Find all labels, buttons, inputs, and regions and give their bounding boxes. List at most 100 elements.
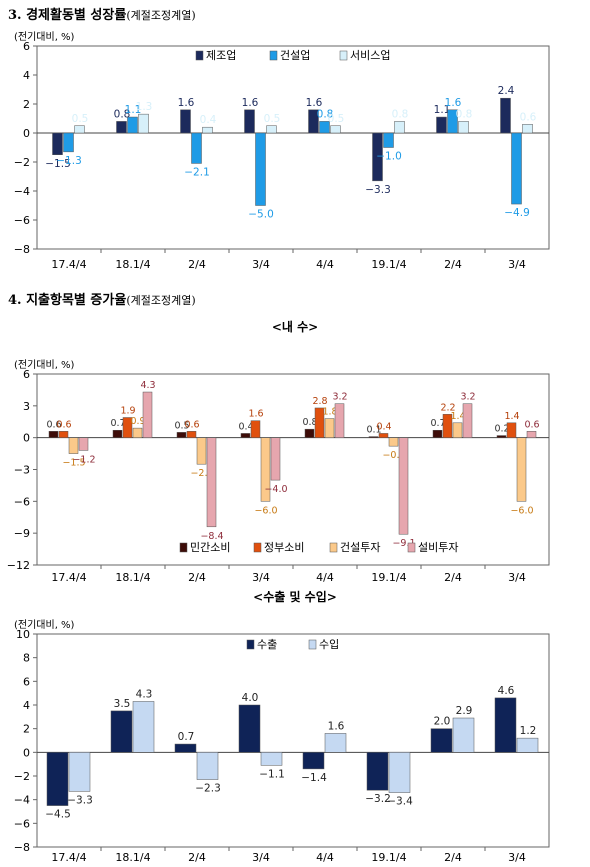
bar-2 [63, 132, 74, 153]
y-tick-label: 0 [23, 746, 30, 759]
y-tick-label: −3 [14, 464, 30, 477]
section-4-suffix: (계절조정계열) [126, 294, 196, 307]
section-4-heading: 4. 지출항목별 증가율(계절조정계열) [8, 289, 196, 308]
bar-2 [388, 752, 411, 793]
data-label: 0.6 [524, 419, 539, 430]
x-category-label: 2/4 [188, 571, 206, 584]
data-label: 0.1 [366, 425, 381, 436]
data-label: 0.6 [184, 419, 199, 430]
bar-1 [52, 132, 63, 155]
bar-3 [68, 437, 79, 454]
bar-3 [452, 422, 463, 438]
x-category-label: 18.1/4 [115, 851, 150, 864]
bar-1 [436, 116, 447, 134]
data-label: 0.7 [110, 418, 125, 429]
bar-2 [511, 132, 522, 205]
bar-2 [442, 414, 453, 438]
data-label: −1.2 [72, 454, 95, 465]
y-tick-label: −6 [14, 495, 30, 508]
data-label: 0.5 [264, 113, 281, 125]
data-label: 2.9 [456, 705, 473, 717]
data-label: −6.0 [510, 505, 533, 516]
legend-swatch [179, 542, 188, 553]
data-label: −2.3 [195, 783, 221, 795]
bar-4 [78, 437, 89, 451]
bar-2 [378, 433, 389, 438]
data-label: −3.4 [387, 796, 413, 808]
data-label: −4.5 [45, 809, 71, 821]
bar-2 [383, 132, 394, 148]
bar-3 [388, 437, 399, 447]
x-category-label: 3/4 [508, 258, 526, 271]
data-label: −1.5 [45, 158, 71, 170]
data-label: −3.2 [365, 793, 391, 805]
data-label: 0.8 [392, 108, 409, 120]
x-category-label: 2/4 [444, 258, 462, 271]
y-tick-label: −2 [14, 770, 30, 783]
data-label: 3.2 [460, 392, 475, 403]
legend-label: 민간소비 [190, 541, 230, 554]
x-category-label: 17.4/4 [51, 851, 86, 864]
y-tick-label: 2 [23, 98, 30, 111]
legend-swatch [407, 542, 416, 553]
data-label: 3.2 [332, 392, 347, 403]
legend-label: 제조업 [206, 49, 236, 62]
bar-2 [260, 752, 283, 766]
y-tick-label: 3 [23, 400, 30, 413]
bar-2 [452, 717, 475, 753]
y-tick-label: −2 [14, 156, 30, 169]
bar-3 [324, 418, 335, 438]
x-category-label: 17.4/4 [51, 571, 86, 584]
bar-4 [526, 431, 537, 438]
bar-1 [368, 436, 379, 438]
data-label: −5.0 [248, 209, 274, 221]
data-label: 4.3 [140, 380, 155, 391]
data-label: 0.6 [520, 111, 537, 123]
data-label: 0.5 [328, 113, 345, 125]
bar-1 [180, 109, 191, 134]
y-tick-label: −12 [7, 559, 30, 572]
x-category-label: 2/4 [188, 851, 206, 864]
bar-3 [458, 121, 469, 134]
bar-3 [266, 125, 277, 134]
bar-3 [132, 427, 143, 438]
y-tick-label: 10 [16, 628, 30, 641]
x-category-label: 2/4 [444, 851, 462, 864]
bar-1 [304, 428, 315, 438]
bar-3 [330, 125, 341, 134]
unit-label: (전기대비, %) [14, 619, 75, 631]
x-category-label: 19.1/4 [371, 258, 406, 271]
data-label: 1.4 [504, 411, 519, 422]
data-label: −4.0 [264, 484, 287, 495]
bar-2 [191, 132, 202, 164]
y-tick-label: 4 [23, 69, 30, 82]
bar-3 [74, 125, 85, 134]
section-3-title: 3. 경제활동별 성장률 [8, 8, 127, 23]
bar-3 [202, 126, 213, 134]
legend-swatch [308, 639, 317, 650]
y-tick-label: 6 [23, 675, 30, 688]
bar-1 [372, 132, 383, 182]
data-label: 0.4 [376, 421, 391, 432]
data-label: 0.8 [317, 108, 334, 120]
data-label: −9.1 [392, 538, 415, 549]
y-tick-label: 8 [23, 652, 30, 665]
bar-2 [127, 116, 138, 134]
data-label: 2.2 [440, 402, 455, 413]
data-label: 0.7 [430, 418, 445, 429]
bar-2 [506, 422, 517, 438]
bar-1 [494, 697, 517, 753]
legend-label: 서비스업 [350, 49, 390, 62]
bar-1 [116, 121, 127, 134]
data-label: 1.6 [445, 97, 462, 109]
bar-1 [244, 109, 255, 134]
data-label: −4.9 [504, 207, 530, 219]
data-label: −1.4 [301, 772, 327, 784]
data-label: −1.5 [62, 458, 85, 469]
data-label: −8.4 [200, 531, 223, 542]
bar-2 [132, 701, 155, 753]
bar-1 [430, 728, 453, 753]
legend-label: 설비투자 [418, 541, 458, 554]
data-label: 0.2 [494, 424, 509, 435]
trade-subtitle: <수출 및 수입> [253, 590, 337, 604]
